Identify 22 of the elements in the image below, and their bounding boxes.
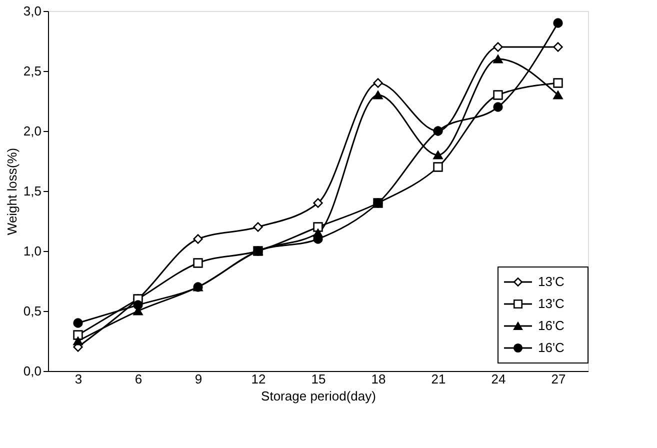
x-tick-label: 15	[311, 372, 326, 386]
y-tick-label: 3,0	[23, 4, 42, 18]
x-tick-label: 6	[134, 372, 142, 386]
x-tick-label: 18	[371, 372, 386, 386]
y-tick-label: 1,0	[23, 244, 42, 258]
y-tick-label: 2,0	[23, 124, 42, 138]
x-axis-title: Storage period(day)	[261, 388, 376, 404]
y-axis-title: Weight loss(%)	[4, 148, 20, 236]
legend-label: 13'C	[538, 296, 564, 311]
y-tick-label: 2,5	[23, 64, 42, 78]
legend-label: 16'C	[538, 318, 564, 333]
x-tick-label: 12	[251, 372, 266, 386]
x-tick-label: 21	[431, 372, 446, 386]
x-tick-label: 27	[551, 372, 566, 386]
legend-label: 16'C	[538, 340, 564, 355]
legend-label: 13'C	[538, 274, 564, 289]
y-tick-label: 1,5	[23, 184, 42, 198]
y-tick-label: 0,0	[23, 364, 42, 378]
y-tick-label: 0,5	[23, 304, 42, 318]
x-tick-label: 9	[194, 372, 202, 386]
x-tick-label: 3	[74, 372, 82, 386]
x-tick-label: 24	[491, 372, 506, 386]
